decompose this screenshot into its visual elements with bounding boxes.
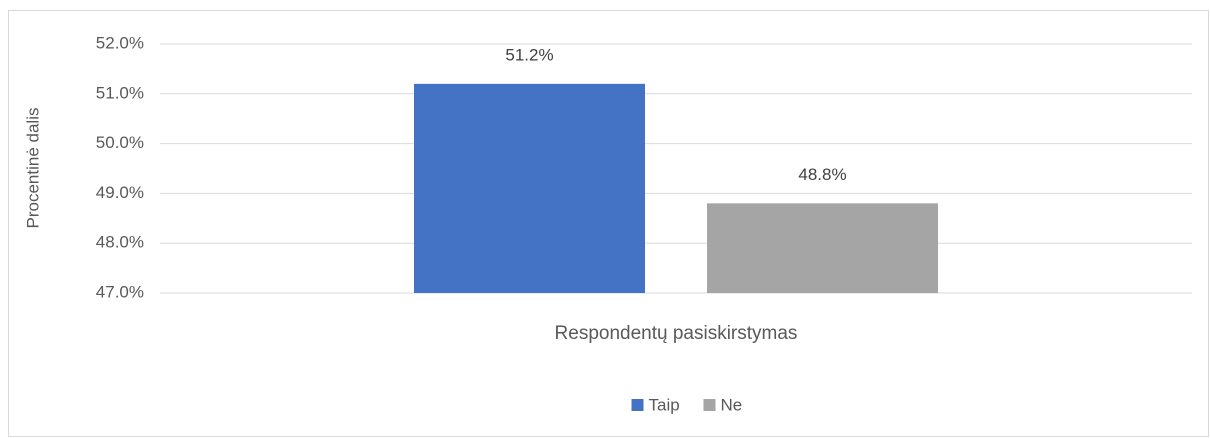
y-tick-label: 51.0% (96, 83, 144, 102)
legend-swatch (703, 399, 716, 411)
legend-label: Taip (649, 395, 680, 414)
bar (707, 203, 938, 293)
y-tick-label: 50.0% (96, 133, 144, 152)
y-axis-label: Procentinė dalis (23, 108, 42, 229)
value-label: 51.2% (505, 45, 553, 64)
y-tick-label: 48.0% (96, 233, 144, 252)
legend-label: Ne (721, 395, 743, 414)
legend-swatch (631, 399, 644, 411)
bar (414, 83, 645, 293)
y-tick-label: 52.0% (96, 33, 144, 52)
value-label: 48.8% (798, 165, 846, 184)
y-tick-label: 49.0% (96, 183, 144, 202)
x-tick-label: Respondentų pasiskirstymas (555, 323, 798, 344)
y-tick-label: 47.0% (96, 282, 144, 301)
